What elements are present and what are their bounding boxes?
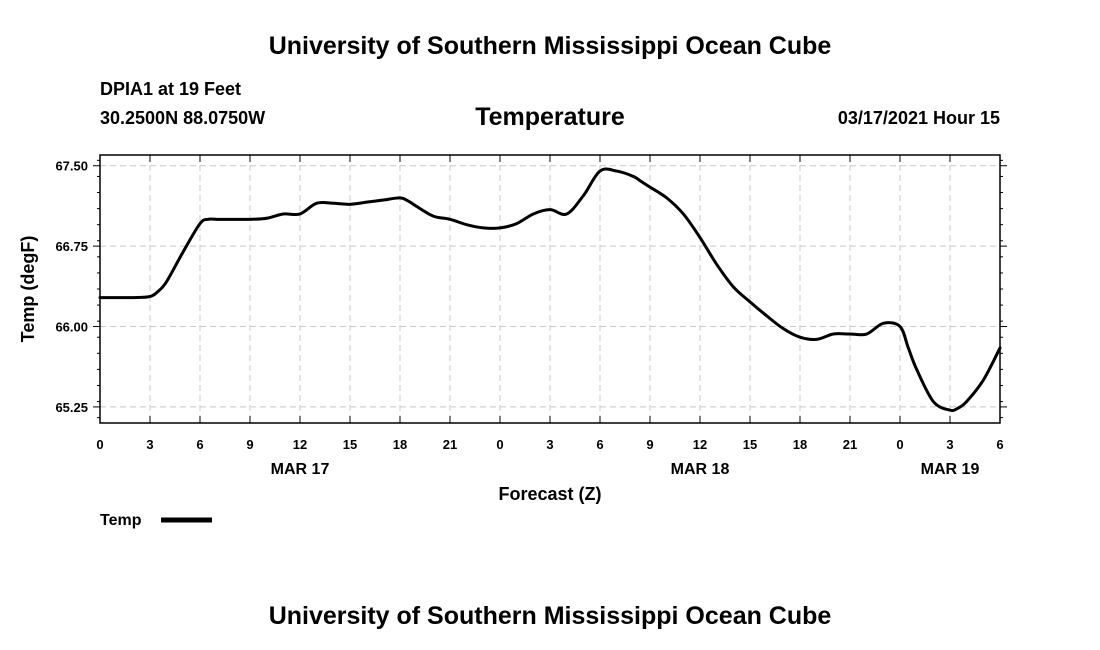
footer-title: University of Southern Mississippi Ocean… [269,602,832,630]
page-title: University of Southern Mississippi Ocean… [269,32,832,60]
x-tick-label: 21 [443,437,457,452]
x-tick-label: 9 [246,437,253,452]
grid-lines [100,155,1000,423]
x-tick-label: 15 [743,437,757,452]
x-tick-label: 3 [146,437,153,452]
datetime-label: 03/17/2021 Hour 15 [838,108,1000,128]
date-label: MAR 18 [671,461,730,478]
y-axis-label: Temp (degF) [18,236,38,343]
x-tick-label: 18 [393,437,407,452]
x-tick-label: 18 [793,437,807,452]
station-label: DPIA1 at 19 Feet [100,79,241,99]
date-label: MAR 19 [921,461,980,478]
date-label: MAR 17 [271,461,330,478]
x-axis-label: Forecast (Z) [498,484,601,504]
x-tick-label: 12 [693,437,707,452]
series-line-temp [98,167,1002,412]
legend-label: Temp [100,512,142,529]
x-tick-label: 0 [96,437,103,452]
x-tick-labels: 0 3 6 9 12 15 18 21 0 3 6 9 12 15 18 21 0 3 6 [96,437,1003,452]
y-tick-label: 67.50 [55,159,88,174]
x-tick-label: 15 [343,437,357,452]
y-tick-labels: 65.25 66.00 66.75 67.50 [55,159,88,415]
x-tick-label: 6 [996,437,1003,452]
x-tick-label: 3 [946,437,953,452]
series-group [98,167,1002,412]
x-tick-label: 0 [496,437,503,452]
x-tick-label: 0 [896,437,903,452]
x-tick-label: 6 [596,437,603,452]
y-tick-label: 65.25 [55,400,88,415]
y-tick-label: 66.75 [55,239,88,254]
x-tick-label: 6 [196,437,203,452]
x-tick-label: 9 [646,437,653,452]
date-labels: MAR 17 MAR 18 MAR 19 [271,461,980,478]
x-tick-label: 3 [546,437,553,452]
x-tick-label: 12 [293,437,307,452]
plot-frame [99,154,1001,424]
chart-title: Temperature [475,103,625,131]
x-tick-label: 21 [843,437,857,452]
coordinates-label: 30.2500N 88.0750W [100,108,265,128]
y-tick-label: 66.00 [55,320,88,335]
